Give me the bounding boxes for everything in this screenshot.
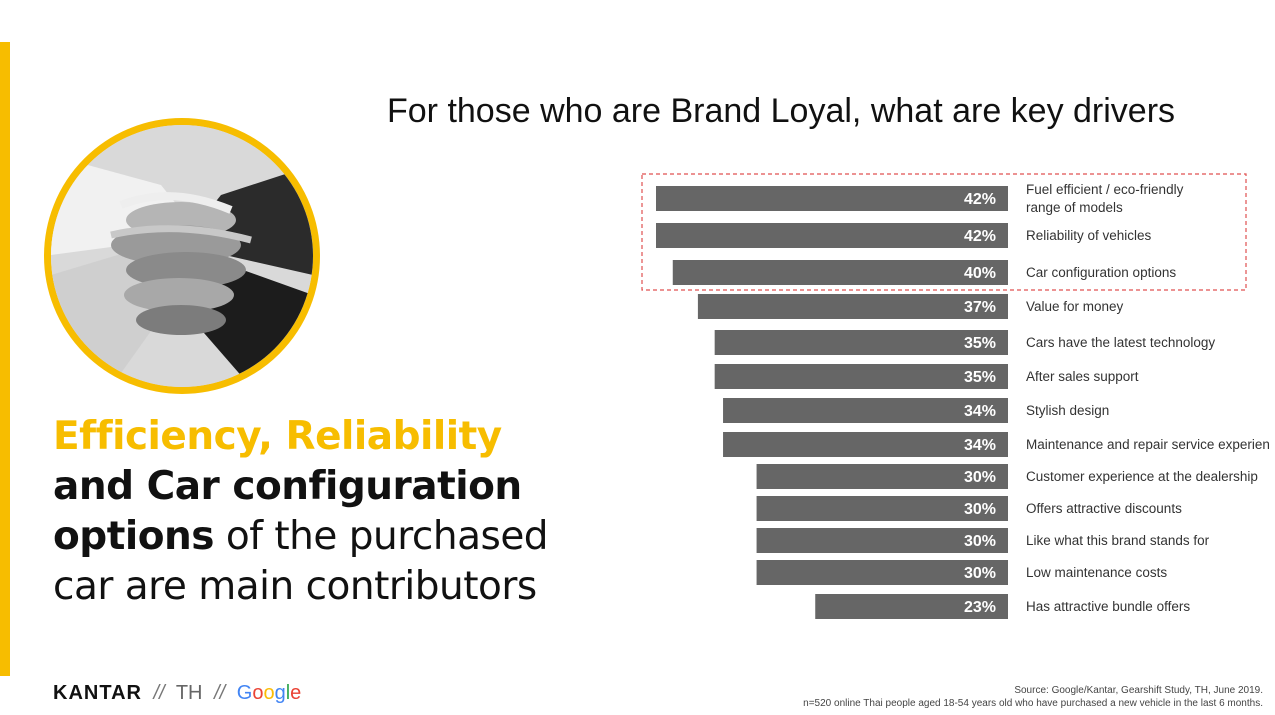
bar	[815, 594, 1008, 619]
category-label: Maintenance and repair service experienc…	[1026, 437, 1270, 452]
accent-bar	[0, 42, 10, 676]
category-label: After sales support	[1026, 369, 1139, 384]
headline: Efficiency, Reliability and Car configur…	[53, 412, 593, 612]
bar	[672, 260, 1008, 285]
bar-value-label: 34%	[964, 403, 996, 420]
headline-rest: of the purchased car are main contributo…	[53, 514, 549, 609]
source-note: Source: Google/Kantar, Gearshift Study, …	[803, 684, 1263, 710]
bar-value-label: 35%	[964, 369, 996, 386]
bar-value-label: 30%	[964, 565, 996, 582]
hands-together-illustration	[51, 125, 313, 387]
google-logo: Google	[236, 682, 302, 704]
category-label: Reliability of vehicles	[1026, 228, 1152, 243]
bar-value-label: 30%	[964, 501, 996, 518]
bar	[756, 496, 1008, 521]
hands-together-photo	[44, 118, 320, 394]
bar-value-label: 42%	[964, 191, 996, 208]
kantar-logo: KANTAR	[53, 682, 142, 704]
category-label: Customer experience at the dealership	[1026, 469, 1258, 484]
headline-and: and	[53, 464, 147, 509]
category-label: Offers attractive discounts	[1026, 501, 1182, 516]
footer-logos: KANTAR // TH // Google	[53, 682, 301, 705]
bar	[697, 294, 1008, 319]
bar	[714, 364, 1008, 389]
bar-value-label: 30%	[964, 469, 996, 486]
bar	[723, 398, 1008, 423]
category-label: Like what this brand stands for	[1026, 533, 1210, 548]
bar	[723, 432, 1008, 457]
sample-line: n=520 online Thai people aged 18-54 year…	[803, 698, 1263, 709]
bar	[714, 330, 1008, 355]
bar-value-label: 40%	[964, 265, 996, 282]
bar	[756, 528, 1008, 553]
headline-bold: Car configuration options	[53, 464, 522, 559]
bar	[656, 186, 1008, 211]
category-label: Car configuration options	[1026, 265, 1176, 280]
bar-value-label: 30%	[964, 533, 996, 550]
bar	[656, 223, 1008, 248]
category-label: Stylish design	[1026, 403, 1109, 418]
bar-value-label: 23%	[964, 599, 996, 616]
category-label: Value for money	[1026, 299, 1124, 314]
highlight-box	[641, 173, 1247, 291]
source-line: Source: Google/Kantar, Gearshift Study, …	[1014, 685, 1263, 696]
country-code: TH	[175, 682, 203, 704]
page-title: For those who are Brand Loyal, what are …	[387, 92, 1176, 130]
bar-value-label: 35%	[964, 335, 996, 352]
category-label: Cars have the latest technology	[1026, 335, 1215, 350]
bar-chart: 42% Fuel efficient / eco-friendly range of…	[641, 173, 1270, 619]
category-label: Has attractive bundle offers	[1026, 599, 1190, 614]
footer-separator-2: //	[214, 682, 226, 704]
bar-value-label: 42%	[964, 228, 996, 245]
category-label: Fuel efficient / eco-friendly range of mo…	[1026, 182, 1184, 215]
bar	[756, 464, 1008, 489]
headline-highlight: Efficiency, Reliability	[53, 414, 502, 459]
category-label: Low maintenance costs	[1026, 565, 1167, 580]
bar	[756, 560, 1008, 585]
bar-value-label: 34%	[964, 437, 996, 454]
footer-separator: //	[153, 682, 165, 704]
bar-value-label: 37%	[964, 299, 996, 316]
